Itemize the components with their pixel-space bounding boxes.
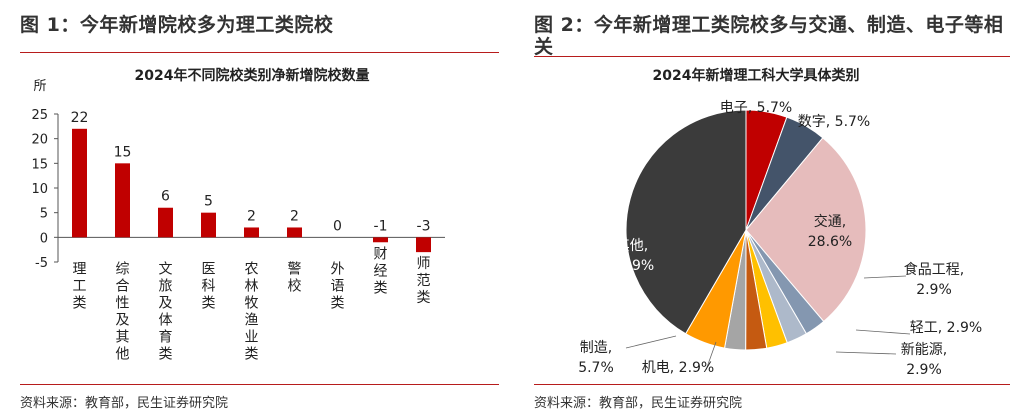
figure-title: 图 2：今年新增理工类院校多与交通、制造、电子等相关 [534,14,1004,58]
x-tick-label: 综合性及其他 [116,261,130,362]
bar [201,212,216,238]
x-tick-label: 警校 [288,261,302,294]
bar-value-label: 5 [204,194,213,210]
y-tick-label: 15 [31,157,48,172]
y-tick-label: 5 [40,207,48,222]
leader-line [863,275,907,279]
figure-title: 图 1：今年新增院校多为理工类院校 [20,14,334,36]
leader-line [705,341,717,371]
y-tick-label: 20 [31,133,48,148]
bar-value-label: 15 [114,144,132,160]
title-rule [534,56,1010,57]
bar [373,237,388,243]
title-rule [20,52,499,53]
x-tick-label: 财经类 [374,246,388,296]
x-tick-label: 农林牧渔业类 [245,261,259,362]
bar-chart: 2024年不同院校类别净新增院校数量所2520151050-522理工类15综合… [31,67,445,362]
bar-value-label: -1 [374,218,388,234]
source-rule [20,384,499,385]
x-tick-label: 外语类 [331,261,345,311]
pie-slice [625,109,747,335]
bar-value-label: 2 [290,208,299,224]
bar [244,227,259,238]
bar [416,237,431,253]
pie-slice [745,137,867,323]
slice-label: 食品工程, 2.9% [904,261,964,298]
source-note: 资料来源：教育部，民生证券研究院 [20,396,229,411]
slice-label: 新能源, 2.9% [901,342,947,378]
leader-line [625,335,677,349]
y-tick-label: 10 [31,182,48,197]
slice-label: 机电, 2.9% [642,360,714,376]
x-tick-label: 理工类 [73,261,87,311]
slice-label: 电子, 5.7% [720,100,792,116]
source-rule [534,384,1010,385]
bar-value-label: -3 [417,218,431,234]
bar [115,163,130,238]
bar-value-label: 6 [161,189,170,205]
slice-label: 交通, 28.6% [808,213,852,250]
y-axis-label: 所 [33,79,46,94]
slice-label: 其他, 42.9% [610,238,654,274]
x-tick-label: 医科类 [202,261,216,311]
x-tick-label: 师范类 [417,256,431,306]
leader-line [835,351,897,355]
slice-label: 制造, 5.7% [578,340,614,376]
x-tick-label: 文旅及体育类 [159,261,173,362]
pie-chart-panel: 图 2：今年新增理工类院校多与交通、制造、电子等相关 2024年新增理工科大学具… [520,0,1020,417]
bar [72,128,87,238]
chart-title: 2024年不同院校类别净新增院校数量 [135,67,370,84]
y-tick-label: -5 [35,256,48,271]
slice-label: 轻工, 2.9% [910,320,982,336]
bar-value-label: 22 [71,110,89,126]
y-tick-label: 25 [31,108,48,123]
bar [158,207,173,238]
bar [287,227,302,238]
bar-chart-panel: 图 1：今年新增院校多为理工类院校 2024年不同院校类别净新增院校数量所 25 2… [0,0,505,417]
chart-title: 2024年新增理工科大学具体类别 [653,67,860,84]
leader-line [855,329,911,335]
slice-label: 数字, 5.7% [798,114,870,130]
source-note: 资料来源：教育部，民生证券研究院 [534,396,743,411]
y-tick-label: 0 [40,231,48,246]
bar-value-label: 0 [333,218,342,234]
bar-value-label: 2 [247,208,256,224]
